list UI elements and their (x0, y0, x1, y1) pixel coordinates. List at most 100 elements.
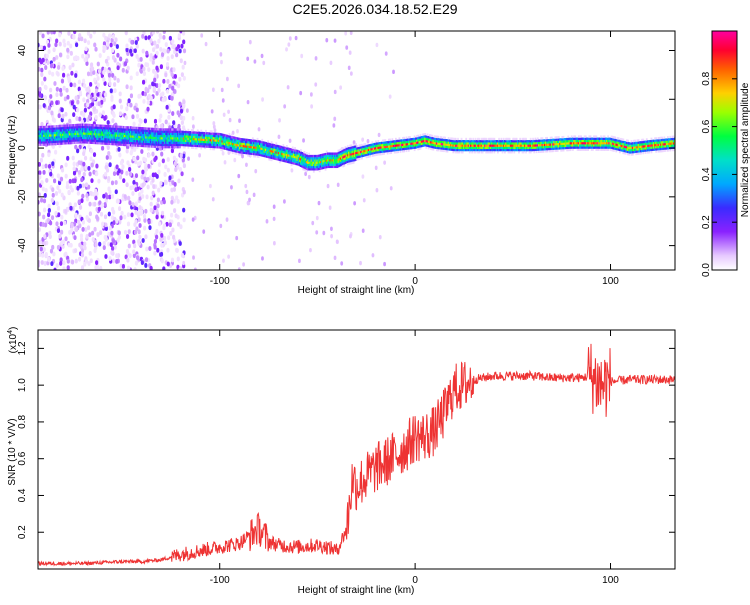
heatmap-cell (339, 157, 342, 160)
heatmap-cell (297, 159, 300, 162)
heatmap-cell (142, 133, 145, 137)
heatmap-cell (71, 178, 75, 184)
heatmap-cell (505, 144, 507, 147)
heatmap-cell (326, 165, 329, 169)
heatmap-cell (539, 146, 541, 149)
heatmap-cell (240, 149, 243, 152)
heatmap-cell (499, 142, 502, 145)
heatmap-cell (69, 50, 73, 56)
heatmap-cell (43, 130, 46, 133)
heatmap-cell (554, 140, 557, 144)
heatmap-cell (404, 141, 407, 144)
heatmap-cell (153, 127, 156, 131)
heatmap-cell (314, 165, 316, 169)
heatmap-cell (103, 133, 105, 136)
heatmap-cell (56, 142, 58, 146)
heatmap-cell (80, 141, 83, 144)
heatmap-cell (154, 143, 157, 146)
heatmap-cell (62, 124, 64, 128)
heatmap-cell (200, 131, 203, 135)
heatmap-cell (193, 131, 196, 134)
heatmap-cell (47, 203, 51, 209)
heatmap-cell (262, 150, 265, 153)
heatmap-cell (583, 135, 586, 138)
heatmap-cell (50, 197, 54, 203)
heatmap-cell (89, 71, 93, 77)
heatmap-cell (127, 126, 130, 129)
heatmap-cell (399, 139, 402, 142)
heatmap-cell (56, 71, 60, 77)
heatmap-cell (154, 134, 157, 137)
heatmap-cell (359, 152, 362, 156)
heatmap-cell (379, 148, 382, 151)
heatmap-cell (375, 140, 377, 143)
heatmap-cell (555, 140, 558, 144)
heatmap-cell (65, 135, 68, 138)
heatmap-cell (452, 144, 455, 147)
heatmap-cell (396, 139, 398, 143)
heatmap-cell (56, 133, 58, 137)
heatmap-cell (128, 143, 131, 147)
heatmap-cell (179, 31, 183, 34)
heatmap-cell (294, 158, 296, 161)
heatmap-cell (258, 153, 261, 157)
heatmap-cell (188, 144, 191, 147)
heatmap-cell (549, 136, 552, 140)
heatmap-cell (373, 142, 376, 146)
heatmap-cell (185, 130, 187, 134)
heatmap-cell (158, 130, 160, 133)
heatmap-cell (337, 156, 340, 159)
heatmap-cell (226, 147, 228, 151)
heatmap-cell (67, 126, 70, 129)
heatmap-cell (502, 137, 505, 141)
heatmap-cell (227, 254, 231, 259)
heatmap-cell (106, 120, 110, 125)
heatmap-cell (324, 159, 327, 162)
heatmap-cell (269, 149, 272, 153)
heatmap-cell (50, 129, 53, 133)
heatmap-cell (348, 162, 350, 165)
heatmap-cell (146, 136, 149, 139)
heatmap-cell (246, 147, 248, 150)
heatmap-cell (78, 128, 81, 131)
heatmap-cell (338, 160, 341, 163)
heatmap-cell (397, 146, 400, 149)
heatmap-cell (209, 183, 212, 189)
heatmap-cell (47, 49, 51, 54)
heatmap-cell (348, 50, 352, 55)
heatmap-cell (41, 186, 45, 192)
heatmap-cell (303, 161, 306, 165)
heatmap-cell (178, 76, 182, 82)
heatmap-cell (243, 151, 246, 155)
heatmap-cell (417, 139, 420, 142)
heatmap-cell (532, 148, 534, 152)
heatmap-cell (106, 142, 109, 145)
heatmap-cell (126, 134, 129, 138)
heatmap-cell (207, 143, 210, 146)
heatmap-cell (46, 130, 49, 133)
heatmap-cell (332, 165, 335, 169)
heatmap-cell (447, 141, 450, 144)
heatmap-cell (70, 139, 73, 142)
heatmap-cell (513, 148, 516, 152)
heatmap-cell (185, 135, 187, 138)
heatmap-cell (248, 147, 251, 151)
heatmap-cell (582, 141, 585, 145)
heatmap-cell (152, 134, 155, 137)
heatmap-cell (131, 114, 135, 120)
heatmap-cell (198, 144, 200, 148)
heatmap-cell (377, 140, 380, 143)
heatmap-cell (42, 128, 44, 131)
heatmap-cell (170, 195, 174, 201)
heatmap-cell (247, 143, 250, 146)
heatmap-cell (152, 127, 155, 131)
heatmap-cell (336, 161, 339, 164)
heatmap-cell (78, 205, 83, 210)
heatmap-cell (190, 142, 193, 145)
heatmap-cell (233, 136, 235, 139)
heatmap-cell (556, 136, 559, 139)
heatmap-cell (73, 132, 76, 136)
heatmap-cell (141, 182, 145, 188)
heatmap-cell (240, 151, 243, 154)
heatmap-cell (416, 139, 418, 142)
